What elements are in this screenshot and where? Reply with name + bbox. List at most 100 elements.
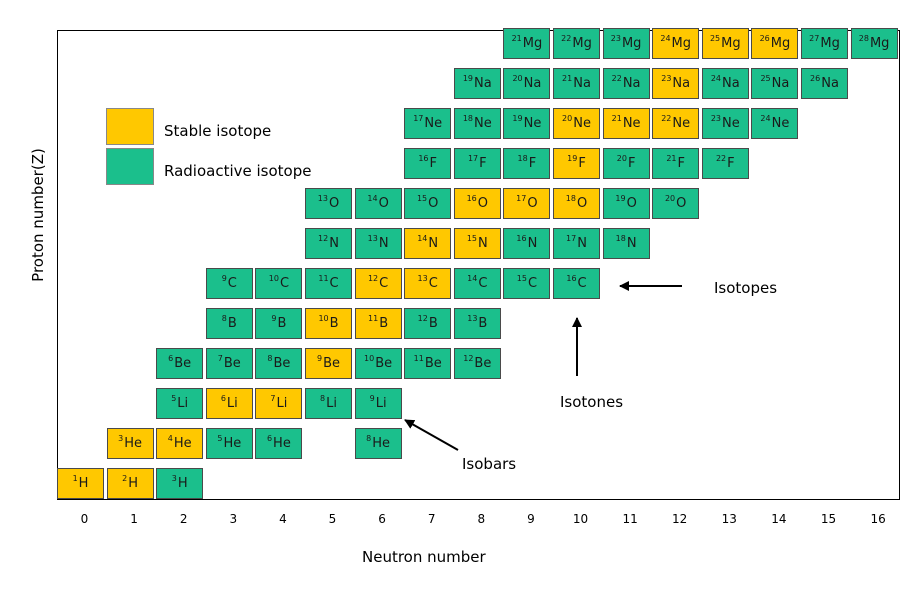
element-symbol: He bbox=[372, 436, 391, 451]
element-symbol: Ne bbox=[424, 116, 443, 131]
element-symbol: Be bbox=[323, 356, 340, 371]
mass-number: 3 bbox=[118, 434, 124, 443]
nuclide-cell-23-mg: 23 Mg bbox=[602, 28, 650, 59]
element-symbol: N bbox=[428, 236, 439, 251]
nuclide-cell-12-be: 12 Be bbox=[453, 348, 501, 379]
x-tick-14: 14 bbox=[771, 512, 787, 526]
element-symbol: Li bbox=[177, 396, 189, 411]
nuclide-cell-6-li: 6 Li bbox=[205, 388, 253, 419]
mass-number: 8 bbox=[320, 394, 326, 403]
x-tick-15: 15 bbox=[820, 512, 837, 526]
element-symbol: Be bbox=[174, 356, 192, 371]
nuclide-cell-17-o: 17 O bbox=[503, 188, 551, 219]
nuclide-cell-6-he: 6 He bbox=[255, 428, 303, 459]
mass-number: 8 bbox=[267, 354, 273, 363]
element-symbol: C bbox=[478, 276, 488, 291]
nuclide-cell-9-li: 9 Li bbox=[354, 388, 402, 419]
nuclide-cell-18-o: 18 O bbox=[553, 188, 600, 219]
element-symbol: C bbox=[227, 276, 237, 291]
isobars-arrow bbox=[404, 419, 459, 451]
nuclide-cell-24-na: 24 Na bbox=[701, 68, 749, 99]
mass-number: 17 bbox=[413, 114, 424, 123]
x-tick-3: 3 bbox=[229, 512, 238, 526]
mass-number: 16 bbox=[516, 234, 527, 243]
nuclide-cell-24-mg: 24 Mg bbox=[652, 28, 700, 59]
nuclide-cell-8-li: 8 Li bbox=[305, 388, 352, 419]
nuclide-cell-24-ne: 24 Ne bbox=[751, 108, 799, 139]
element-symbol: N bbox=[626, 236, 637, 251]
element-symbol: Na bbox=[474, 76, 492, 91]
element-symbol: B bbox=[329, 316, 339, 331]
nuclide-cell-21-ne: 21 Ne bbox=[602, 108, 650, 139]
element-symbol: He bbox=[273, 436, 291, 451]
nuclide-cell-7-li: 7 Li bbox=[255, 388, 303, 419]
element-symbol: F bbox=[528, 156, 537, 171]
nuclide-cell-25-na: 25 Na bbox=[751, 68, 799, 99]
x-tick-10: 10 bbox=[572, 512, 589, 526]
mass-number: 17 bbox=[467, 154, 479, 163]
element-symbol: Na bbox=[672, 76, 691, 91]
nuclide-cell-13-o: 13 O bbox=[305, 188, 352, 219]
mass-number: 10 bbox=[318, 314, 329, 323]
element-symbol: O bbox=[477, 196, 488, 211]
element-symbol: H bbox=[128, 476, 139, 491]
element-symbol: Ne bbox=[722, 116, 740, 131]
mass-number: 22 bbox=[611, 74, 622, 83]
mass-number: 6 bbox=[266, 434, 273, 443]
mass-number: 16 bbox=[466, 194, 477, 203]
mass-number: 27 bbox=[809, 34, 820, 43]
mass-number: 6 bbox=[168, 354, 174, 363]
nuclide-cell-7-be: 7 Be bbox=[205, 348, 253, 379]
nuclide-cell-12-c: 12 C bbox=[354, 268, 402, 299]
nuclide-cell-22-ne: 22 Ne bbox=[652, 108, 700, 139]
element-symbol: F bbox=[727, 156, 735, 171]
element-symbol: Mg bbox=[721, 36, 741, 51]
x-tick-9: 9 bbox=[527, 512, 535, 526]
x-tick-6: 6 bbox=[378, 512, 386, 526]
nuclide-cell-21-na: 21 Na bbox=[553, 68, 600, 99]
mass-number: 20 bbox=[512, 74, 523, 83]
element-symbol: F bbox=[677, 156, 686, 171]
element-symbol: B bbox=[277, 316, 287, 331]
mass-number: 28 bbox=[858, 34, 869, 43]
element-symbol: B bbox=[478, 316, 488, 331]
nuclide-cell-18-f: 18 F bbox=[503, 148, 551, 179]
nuclide-cell-12-b: 12 B bbox=[404, 308, 452, 339]
element-symbol: B bbox=[428, 316, 438, 331]
element-symbol: C bbox=[279, 276, 290, 291]
nuclide-cell-12-n: 12 N bbox=[305, 228, 352, 259]
element-symbol: O bbox=[378, 196, 389, 211]
nuclide-cell-26-mg: 26 Mg bbox=[751, 28, 799, 59]
nuclide-cell-11-b: 11 B bbox=[354, 308, 402, 339]
element-symbol: Ne bbox=[672, 116, 691, 131]
nuclide-cell-11-be: 11 Be bbox=[404, 348, 452, 379]
element-symbol: Mg bbox=[770, 36, 791, 51]
nuclide-cell-20-o: 20 O bbox=[652, 188, 700, 219]
legend-radio-swatch bbox=[106, 148, 154, 185]
element-symbol: H bbox=[177, 476, 188, 491]
element-symbol: N bbox=[478, 236, 488, 251]
element-symbol: Be bbox=[474, 356, 492, 371]
nuclide-cell-13-c: 13 C bbox=[404, 268, 452, 299]
mass-number: 3 bbox=[171, 474, 177, 483]
nuclide-cell-28-mg: 28 Mg bbox=[850, 28, 898, 59]
element-symbol: N bbox=[527, 236, 538, 251]
mass-number: 23 bbox=[710, 114, 722, 123]
mass-number: 20 bbox=[562, 114, 573, 123]
element-symbol: Na bbox=[622, 76, 641, 91]
element-symbol: Mg bbox=[572, 36, 592, 51]
mass-number: 4 bbox=[167, 434, 173, 443]
nuclide-cell-19-ne: 19 Ne bbox=[503, 108, 551, 139]
element-symbol: Na bbox=[722, 76, 740, 91]
x-tick-5: 5 bbox=[328, 512, 337, 526]
element-symbol: N bbox=[577, 236, 587, 251]
nuclide-cell-18-n: 18 N bbox=[602, 228, 650, 259]
mass-number: 8 bbox=[221, 314, 227, 323]
mass-number: 21 bbox=[511, 34, 522, 43]
x-tick-0: 0 bbox=[80, 512, 89, 526]
nuclide-cell-20-f: 20 F bbox=[602, 148, 650, 179]
nuclide-cell-19-o: 19 O bbox=[602, 188, 650, 219]
mass-number: 22 bbox=[561, 34, 572, 43]
mass-number: 24 bbox=[710, 74, 722, 83]
